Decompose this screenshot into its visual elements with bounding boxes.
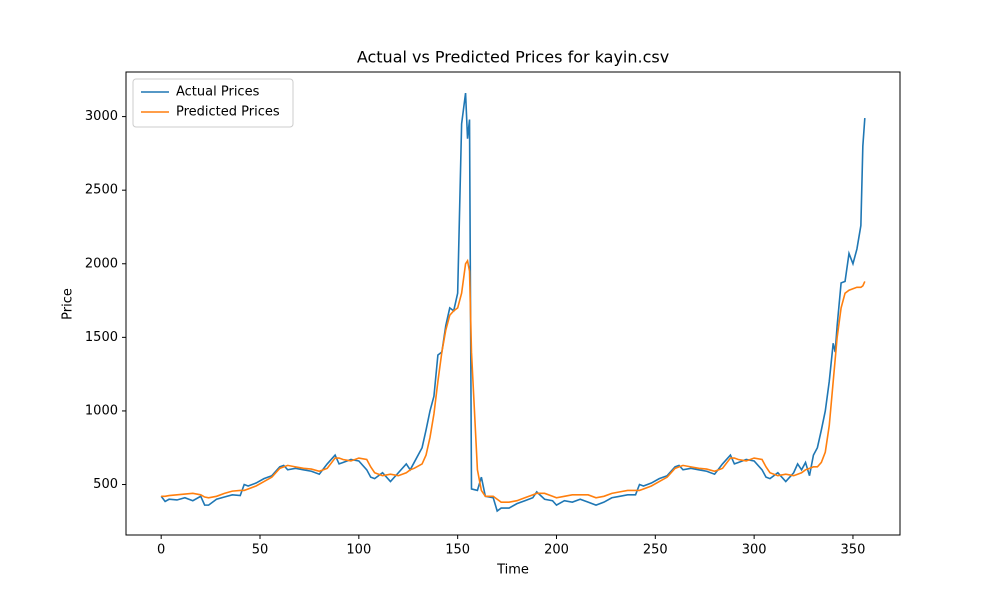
x-tick-label: 300 [742,543,767,558]
y-tick-label: 2000 [85,256,118,271]
y-tick-label: 1500 [85,330,118,345]
y-tick-label: 2500 [85,183,118,198]
chart-title: Actual vs Predicted Prices for kayin.csv [357,48,669,67]
x-tick-label: 50 [252,543,269,558]
y-axis-label: Price [61,288,76,320]
line-series [160,92,866,513]
y-tick-label: 1000 [85,403,118,418]
line-series [161,258,866,503]
x-tick-label: 350 [841,543,866,558]
y-tick-label: 500 [93,477,118,492]
plot-frame [125,71,901,536]
x-axis-label: Time [496,563,529,578]
x-tick-label: 200 [544,543,569,558]
legend-label: Predicted Prices [176,105,280,120]
y-tick-label: 3000 [85,109,118,124]
x-tick-label: 0 [157,543,165,558]
x-tick-label: 150 [445,543,470,558]
x-tick-label: 250 [643,543,668,558]
x-tick-label: 100 [346,543,371,558]
legend-label: Actual Prices [176,85,260,100]
legend-box [132,78,294,128]
